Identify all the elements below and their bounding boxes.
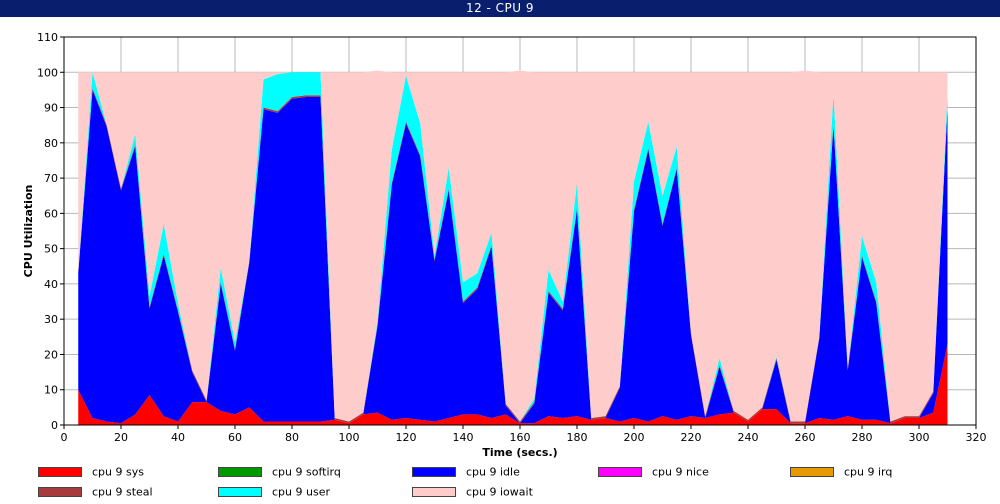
legend-item: cpu 9 steal: [38, 485, 153, 499]
y-tick-label: 90: [44, 102, 58, 115]
legend-swatch: [38, 487, 82, 497]
y-tick-label: 110: [37, 31, 58, 44]
y-axis-label: CPU Utilization: [22, 185, 35, 278]
x-tick-label: 180: [567, 431, 588, 444]
y-tick-label: 10: [44, 384, 58, 397]
x-tick-label: 240: [738, 431, 759, 444]
x-tick-label: 40: [171, 431, 185, 444]
x-tick-label: 60: [228, 431, 242, 444]
legend-swatch: [412, 487, 456, 497]
x-tick-label: 140: [453, 431, 474, 444]
series-area-cpu-9-sys: [78, 343, 948, 425]
y-tick-label: 30: [44, 313, 58, 326]
x-tick-label: 300: [909, 431, 930, 444]
x-tick-label: 260: [795, 431, 816, 444]
axes: 0 20 40 60 80 100 120 140 160 180 200 220 240 260 280 3…: [37, 31, 987, 444]
series-area-cpu-9-idle: [78, 89, 948, 424]
x-tick-label: 320: [966, 431, 987, 444]
legend-swatch: [790, 467, 834, 477]
legend-label: cpu 9 iowait: [466, 485, 533, 499]
x-tick-label: 100: [339, 431, 360, 444]
legend-label: cpu 9 user: [272, 485, 330, 499]
legend-label: cpu 9 softirq: [272, 465, 341, 479]
legend-item: cpu 9 sys: [38, 465, 144, 479]
y-tick-label: 40: [44, 278, 58, 291]
legend-swatch: [218, 487, 262, 497]
x-tick-label: 160: [510, 431, 531, 444]
legend-label: cpu 9 sys: [92, 465, 144, 479]
legend-swatch: [38, 467, 82, 477]
y-tick-label: 20: [44, 348, 58, 361]
window-title-bar: 12 - CPU 9: [0, 0, 1000, 17]
legend-label: cpu 9 nice: [652, 465, 709, 479]
stacked-areas: [78, 70, 948, 425]
y-tick-label: 80: [44, 137, 58, 150]
legend-item: cpu 9 user: [218, 485, 330, 499]
y-tick-label: 50: [44, 243, 58, 256]
legend-label: cpu 9 idle: [466, 465, 520, 479]
x-tick-label: 120: [396, 431, 417, 444]
legend-item: cpu 9 idle: [412, 465, 520, 479]
window-title: 12 - CPU 9: [465, 1, 535, 15]
legend-swatch: [598, 467, 642, 477]
x-tick-label: 200: [624, 431, 645, 444]
x-tick-label: 220: [681, 431, 702, 444]
legend-item: cpu 9 iowait: [412, 485, 533, 499]
legend-item: cpu 9 softirq: [218, 465, 341, 479]
legend-item: cpu 9 irq: [790, 465, 892, 479]
x-axis-label: Time (secs.): [482, 446, 557, 459]
legend-item: cpu 9 nice: [598, 465, 709, 479]
y-tick-label: 100: [37, 66, 58, 79]
series-area-cpu-9-iowait: [78, 70, 948, 422]
y-tick-label: 70: [44, 172, 58, 185]
legend-swatch: [218, 467, 262, 477]
legend-swatch: [412, 467, 456, 477]
y-tick-label: 60: [44, 207, 58, 220]
x-tick-label: 0: [61, 431, 68, 444]
y-tick-label: 0: [51, 419, 58, 432]
x-tick-label: 80: [285, 431, 299, 444]
legend-label: cpu 9 irq: [844, 465, 893, 479]
x-tick-label: 20: [114, 431, 128, 444]
cpu-utilization-chart: 0 20 40 60 80 100 120 140 160 180 200 220 240 260 280 3…: [22, 31, 987, 459]
x-tick-label: 280: [852, 431, 873, 444]
legend-label: cpu 9 steal: [92, 485, 153, 499]
